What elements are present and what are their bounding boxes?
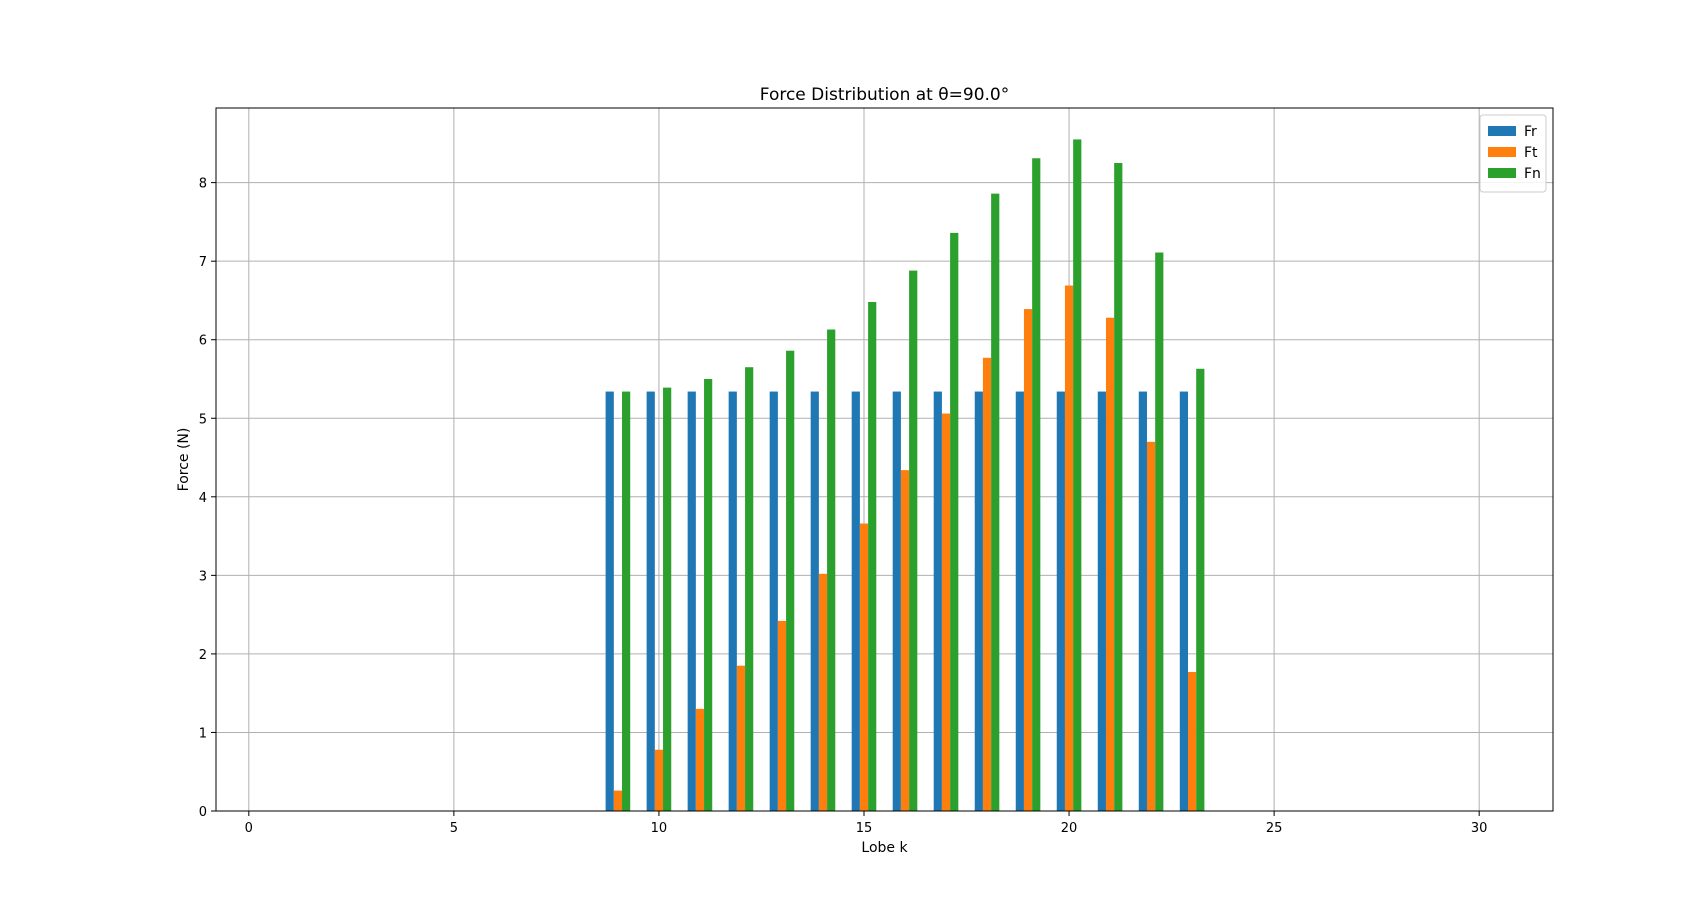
bar-ft-k11: [695, 708, 705, 811]
bar-ft-k15: [859, 523, 869, 811]
x-tick-label: 0: [245, 821, 253, 836]
axis-ticks: 0 5 10 15 20 25 30 0 1 2 3 4 5 6 7 8: [199, 177, 1488, 836]
x-tick-label: 5: [450, 821, 458, 836]
bar-fn-k23: [1196, 368, 1205, 811]
bar-ft-k16: [900, 470, 910, 811]
y-axis-title: Force (N): [176, 428, 192, 492]
bar-fn-k16: [909, 270, 918, 812]
y-tick-label: 0: [199, 805, 207, 820]
bar-fn-k10: [663, 387, 672, 811]
x-tick-label: 25: [1266, 821, 1283, 836]
bar-fn-k15: [868, 302, 877, 811]
legend-swatch-fr: [1488, 126, 1516, 136]
bar-fn-k12: [745, 367, 754, 811]
bar-fn-k11: [704, 378, 713, 811]
bars: [605, 139, 1205, 812]
bar-fn-k20: [1073, 139, 1082, 811]
bar-fn-k22: [1155, 252, 1164, 812]
x-tick-label: 10: [651, 821, 668, 836]
y-tick-label: 2: [199, 648, 207, 663]
legend-swatch-ft: [1488, 147, 1516, 157]
bar-fr-k12: [728, 391, 737, 811]
bar-ft-k23: [1187, 671, 1197, 811]
y-tick-label: 7: [199, 255, 207, 270]
bar-fr-k19: [1015, 391, 1024, 811]
bar-ft-k20: [1064, 285, 1074, 811]
plot-frame: [215, 107, 1554, 812]
bar-ft-k21: [1105, 317, 1115, 811]
bar-fn-k17: [950, 232, 959, 811]
y-tick-label: 6: [199, 334, 207, 349]
bar-fr-k22: [1138, 391, 1147, 811]
x-tick-label: 30: [1471, 821, 1488, 836]
bar-fn-k14: [827, 329, 836, 811]
bar-fn-k21: [1114, 162, 1123, 811]
x-axis-title: Lobe k: [861, 840, 908, 856]
bar-ft-k9: [613, 790, 623, 811]
x-tick-label: 20: [1061, 821, 1078, 836]
bar-fr-k13: [769, 391, 778, 811]
bar-fr-k15: [851, 391, 860, 811]
bar-ft-k13: [777, 620, 787, 811]
legend-swatch-fn: [1488, 168, 1516, 178]
bar-ft-k12: [736, 665, 746, 811]
legend-label-fn: Fn: [1524, 166, 1541, 182]
legend-label-ft: Ft: [1524, 145, 1538, 161]
bar-fr-k17: [933, 391, 942, 811]
bar-fr-k20: [1056, 391, 1065, 811]
bar-fr-k23: [1179, 391, 1188, 811]
y-tick-label: 5: [199, 412, 207, 427]
bar-ft-k10: [654, 749, 664, 811]
bar-fn-k13: [786, 350, 795, 811]
bar-ft-k14: [818, 573, 828, 811]
bar-fr-k14: [810, 391, 819, 811]
bar-fr-k9: [605, 391, 614, 811]
y-tick-label: 1: [199, 726, 207, 741]
bar-ft-k19: [1023, 309, 1033, 811]
chart-title: Force Distribution at θ=90.0°: [760, 85, 1009, 105]
legend: Fr Ft Fn: [1479, 114, 1547, 193]
x-tick-label: 15: [856, 821, 873, 836]
bar-fn-k9: [622, 391, 631, 811]
bar-ft-k17: [941, 413, 951, 811]
y-tick-label: 4: [199, 491, 207, 506]
legend-label-fr: Fr: [1524, 124, 1537, 140]
y-tick-label: 3: [199, 569, 207, 584]
grid-lines: [216, 108, 1553, 812]
bar-fr-k10: [646, 391, 655, 811]
bar-fr-k21: [1097, 391, 1106, 811]
bar-ft-k22: [1146, 441, 1156, 811]
bar-fn-k18: [991, 193, 1000, 811]
bar-fr-k18: [974, 391, 983, 811]
bar-fr-k11: [687, 391, 696, 811]
bar-ft-k18: [982, 357, 992, 811]
bar-fr-k16: [892, 391, 901, 811]
y-tick-label: 8: [199, 177, 207, 192]
bar-fn-k19: [1032, 158, 1041, 811]
